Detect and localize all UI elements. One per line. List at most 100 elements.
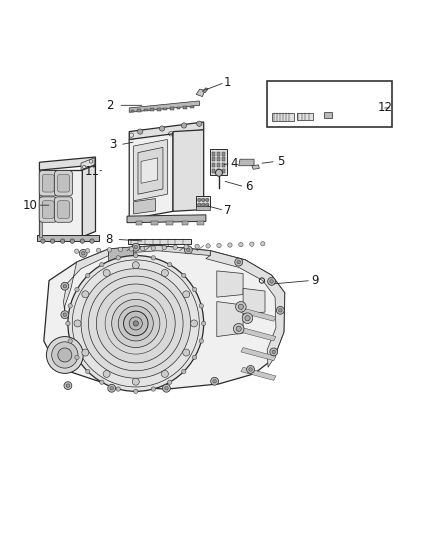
Circle shape	[215, 169, 223, 176]
Circle shape	[132, 262, 139, 269]
Polygon shape	[134, 199, 155, 214]
Polygon shape	[129, 101, 200, 112]
FancyBboxPatch shape	[39, 171, 57, 196]
Bar	[151, 221, 158, 225]
Circle shape	[162, 246, 166, 250]
Polygon shape	[39, 170, 42, 237]
Circle shape	[183, 291, 190, 298]
Circle shape	[103, 370, 110, 377]
Polygon shape	[82, 165, 95, 237]
Circle shape	[195, 244, 199, 248]
Circle shape	[63, 285, 67, 288]
FancyBboxPatch shape	[54, 171, 72, 196]
Circle shape	[182, 273, 186, 278]
Polygon shape	[272, 113, 294, 121]
Polygon shape	[196, 206, 210, 209]
Circle shape	[118, 247, 123, 252]
Circle shape	[82, 291, 89, 298]
Circle shape	[162, 370, 168, 377]
Bar	[212, 157, 215, 161]
Circle shape	[61, 311, 69, 319]
Circle shape	[205, 203, 209, 206]
Polygon shape	[129, 122, 204, 140]
Circle shape	[197, 121, 202, 126]
Polygon shape	[129, 132, 173, 219]
Polygon shape	[217, 271, 243, 297]
Circle shape	[132, 243, 140, 251]
Circle shape	[96, 284, 175, 363]
Circle shape	[187, 248, 190, 252]
Circle shape	[268, 278, 276, 285]
Bar	[222, 163, 225, 167]
Circle shape	[199, 339, 204, 343]
Circle shape	[235, 258, 243, 266]
Circle shape	[201, 321, 206, 326]
Polygon shape	[239, 159, 254, 166]
Polygon shape	[39, 170, 82, 237]
Bar	[222, 169, 225, 173]
Circle shape	[270, 280, 273, 283]
Polygon shape	[81, 158, 94, 170]
Circle shape	[181, 123, 187, 128]
Bar	[183, 106, 187, 109]
Bar	[150, 108, 154, 111]
FancyBboxPatch shape	[57, 174, 69, 192]
Circle shape	[242, 313, 253, 324]
Polygon shape	[241, 348, 276, 361]
Circle shape	[261, 241, 265, 246]
Bar	[222, 157, 225, 161]
Bar	[136, 221, 142, 225]
Bar	[217, 157, 220, 161]
Circle shape	[167, 262, 172, 267]
Circle shape	[173, 245, 177, 249]
Circle shape	[70, 239, 74, 243]
Circle shape	[52, 342, 78, 368]
Bar	[212, 169, 215, 173]
Circle shape	[85, 248, 90, 253]
Text: 2: 2	[106, 99, 113, 112]
Polygon shape	[128, 239, 191, 244]
Circle shape	[60, 239, 65, 243]
Circle shape	[99, 380, 104, 384]
FancyBboxPatch shape	[42, 174, 54, 192]
Circle shape	[74, 249, 79, 253]
Text: 7: 7	[224, 204, 232, 217]
Circle shape	[116, 256, 120, 260]
Circle shape	[132, 378, 139, 385]
FancyBboxPatch shape	[42, 201, 54, 219]
Circle shape	[134, 253, 138, 258]
Circle shape	[108, 384, 116, 392]
Circle shape	[46, 336, 83, 374]
Bar	[170, 107, 174, 110]
FancyBboxPatch shape	[39, 197, 57, 222]
Polygon shape	[64, 249, 109, 312]
Circle shape	[129, 247, 134, 251]
Circle shape	[213, 379, 216, 383]
Polygon shape	[196, 196, 210, 207]
Polygon shape	[297, 113, 313, 120]
Text: 1: 1	[224, 76, 232, 89]
Circle shape	[66, 321, 70, 326]
Circle shape	[134, 389, 138, 393]
Bar	[222, 152, 225, 156]
Circle shape	[245, 316, 250, 321]
Circle shape	[183, 349, 190, 356]
Polygon shape	[141, 158, 158, 183]
Circle shape	[66, 384, 70, 387]
Circle shape	[96, 248, 101, 253]
Circle shape	[279, 309, 282, 312]
Circle shape	[112, 300, 160, 348]
Polygon shape	[109, 247, 134, 262]
Circle shape	[233, 324, 244, 334]
Bar	[182, 221, 188, 225]
Circle shape	[58, 348, 72, 362]
Circle shape	[236, 326, 241, 332]
Circle shape	[276, 306, 284, 314]
Polygon shape	[241, 367, 276, 381]
Circle shape	[133, 321, 138, 326]
Bar	[177, 107, 180, 109]
Circle shape	[90, 239, 94, 243]
Circle shape	[211, 377, 219, 385]
Circle shape	[198, 203, 201, 206]
Polygon shape	[37, 235, 99, 241]
